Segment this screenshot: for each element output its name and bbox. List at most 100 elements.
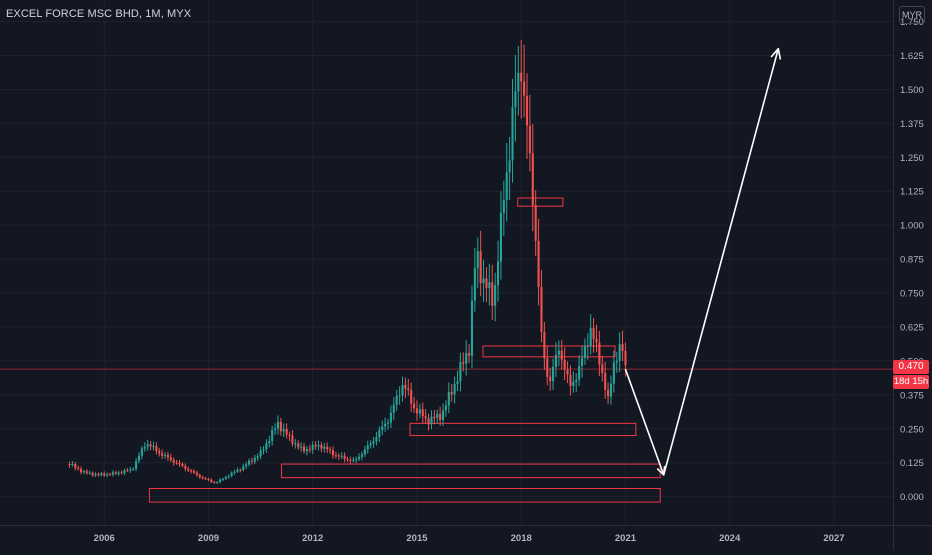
- candle-body: [221, 478, 225, 480]
- candle-body: [331, 450, 335, 456]
- candle-body: [563, 359, 566, 370]
- demand-zone: [482, 345, 616, 358]
- candle-body: [488, 282, 491, 288]
- candle-body: [343, 455, 346, 459]
- last-price-tag: 0.470: [893, 360, 929, 374]
- x-tick-label: 2027: [823, 533, 844, 544]
- y-tick-label: 0.375: [900, 390, 924, 401]
- candle-body: [230, 472, 233, 477]
- x-tick-label: 2009: [198, 533, 219, 544]
- x-tick-label: 2006: [94, 533, 115, 544]
- candle-body: [430, 416, 433, 425]
- candle-body: [621, 344, 624, 351]
- candle-body: [407, 388, 410, 390]
- candle-body: [300, 446, 303, 448]
- candle-body: [158, 450, 161, 454]
- candle-body: [381, 426, 384, 431]
- candle-body: [253, 457, 256, 462]
- candle-body: [181, 463, 184, 466]
- candle-body: [496, 261, 500, 286]
- candle-body: [233, 471, 236, 473]
- candle-body: [250, 460, 253, 462]
- candle-body: [523, 81, 526, 96]
- candle-body: [473, 267, 476, 301]
- candle-body: [152, 446, 155, 448]
- candle-body: [441, 410, 445, 421]
- candle-body: [172, 459, 175, 463]
- candle-body: [485, 278, 488, 288]
- candle-body: [334, 455, 337, 457]
- candle-body: [195, 472, 198, 475]
- candle-body: [68, 464, 71, 466]
- candle-body: [456, 381, 459, 384]
- candle-body: [360, 454, 363, 457]
- candle-body: [537, 240, 540, 287]
- candle-body: [560, 350, 563, 360]
- candle-body: [259, 450, 262, 457]
- candle-body: [612, 362, 615, 384]
- x-tick-label: 2012: [302, 533, 323, 544]
- candle-body: [216, 482, 219, 484]
- candle-body: [578, 365, 581, 380]
- currency-button[interactable]: MYR: [899, 6, 925, 24]
- candle-body: [494, 285, 497, 306]
- candle-body: [236, 469, 239, 472]
- candle-body: [85, 471, 88, 473]
- candle-body: [392, 404, 395, 413]
- candle-body: [595, 338, 598, 343]
- candle-body: [444, 405, 447, 411]
- candle-body: [219, 479, 222, 483]
- candle-body: [314, 444, 317, 447]
- candle-body: [279, 421, 282, 432]
- candle-body: [378, 430, 381, 438]
- candle-body: [502, 200, 505, 213]
- candle-body: [268, 440, 271, 444]
- candle-body: [462, 362, 465, 364]
- candle-body: [528, 125, 531, 154]
- x-tick-label: 2018: [511, 533, 532, 544]
- candle-body: [604, 373, 607, 390]
- candle-body: [511, 107, 514, 161]
- candle-body: [117, 472, 120, 474]
- candle-body: [245, 464, 248, 467]
- candle-body: [120, 472, 123, 474]
- candle-body: [164, 454, 167, 456]
- candle-body: [135, 461, 138, 469]
- candle-body: [137, 455, 141, 462]
- candle-body: [615, 360, 618, 363]
- projection-path: [624, 48, 780, 476]
- projection-arrowhead: [770, 47, 782, 60]
- candle-body: [554, 354, 558, 367]
- candle-body: [569, 374, 572, 386]
- candle-body: [557, 350, 560, 355]
- candle-body: [549, 376, 552, 382]
- candle-body: [129, 469, 132, 471]
- y-tick-label: 1.000: [900, 221, 924, 232]
- candle-body: [531, 153, 534, 206]
- candle-body: [355, 458, 358, 460]
- candle-body: [346, 458, 349, 460]
- demand-zone: [148, 487, 661, 503]
- candle-body: [436, 413, 439, 418]
- candle-body: [517, 72, 520, 92]
- x-tick-label: 2021: [615, 533, 637, 544]
- candle-body: [103, 473, 106, 476]
- candle-body: [114, 472, 117, 474]
- candle-body: [534, 205, 537, 241]
- candle-body: [552, 366, 555, 382]
- candle-body: [317, 445, 320, 447]
- candle-body: [132, 468, 135, 470]
- y-tick-label: 1.375: [900, 119, 924, 130]
- candle-body: [349, 459, 352, 461]
- projection-trough-arrowhead: [656, 465, 666, 476]
- candle-body: [227, 476, 230, 478]
- candle-body: [80, 468, 83, 473]
- y-tick-label: 1.625: [900, 51, 924, 62]
- candle-body: [375, 437, 378, 442]
- candle-body: [140, 448, 143, 456]
- candle-body: [111, 472, 114, 475]
- y-tick-label: 0.125: [900, 458, 924, 469]
- candle-body: [520, 72, 523, 82]
